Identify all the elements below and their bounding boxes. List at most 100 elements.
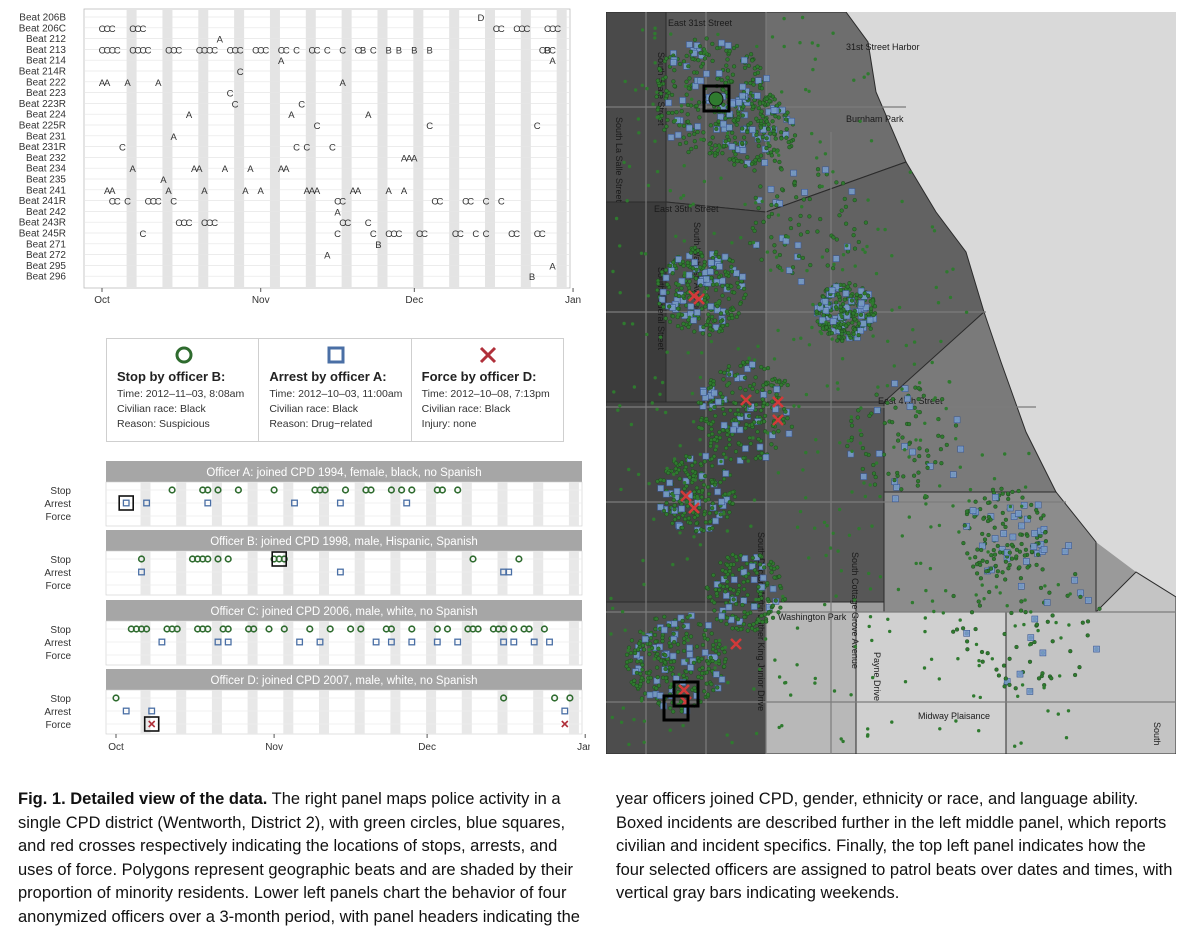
stop-point: [780, 187, 785, 192]
stop-point: [1028, 643, 1032, 647]
stop-point: [798, 213, 803, 218]
stop-point: [728, 562, 734, 567]
weekend-bar: [390, 690, 401, 734]
officer-assignment-mark: C: [227, 89, 234, 100]
stop-point: [1003, 676, 1008, 681]
stop-point: [881, 452, 887, 457]
weekend-bar: [568, 621, 579, 665]
officer-assignment-mark: C: [104, 45, 111, 56]
stop-point: [664, 124, 669, 129]
stop-point: [681, 723, 685, 728]
stop-point: [753, 456, 758, 461]
stop-point: [787, 145, 792, 150]
stop-point: [1040, 671, 1045, 676]
stop-point: [1049, 676, 1054, 681]
stop-point: [734, 43, 740, 49]
stop-point: [882, 421, 887, 426]
stop-point: [981, 516, 986, 521]
stop-point: [653, 626, 658, 632]
stop-point: [847, 281, 852, 286]
officer-assignment-mark: C: [513, 229, 520, 240]
weekend-bar: [533, 621, 544, 665]
stop-point: [814, 438, 818, 442]
stop-point: [936, 301, 941, 305]
arrest-point: [739, 273, 746, 281]
stop-point: [922, 666, 927, 670]
stop-point: [751, 82, 756, 87]
weekend-bar: [319, 621, 329, 665]
officer-assignment-mark: C: [140, 229, 147, 240]
weekend-bar: [319, 482, 329, 526]
stop-point: [735, 280, 740, 286]
stop-point: [706, 312, 711, 317]
stop-point: [1007, 656, 1012, 661]
officer-assignment-mark: B: [427, 45, 433, 56]
stop-point: [727, 442, 732, 447]
legend-line: Injury: none: [421, 418, 477, 430]
stop-point: [808, 263, 813, 268]
stop-point: [689, 463, 695, 468]
stop-point: [948, 295, 953, 300]
force-point: [680, 490, 692, 502]
stop-marker: [347, 625, 355, 633]
stop-point: [696, 497, 700, 501]
stop-point: [685, 112, 690, 117]
officer-assignment-mark: A: [278, 164, 285, 175]
stop-point: [1058, 674, 1062, 678]
officer-assignment-mark: C: [365, 218, 372, 229]
arrest-point: [723, 592, 730, 599]
stop-point: [654, 665, 660, 670]
stop-point: [756, 437, 761, 442]
arrest-marker: [122, 707, 130, 715]
stop-point: [609, 632, 613, 636]
stop-point: [677, 61, 683, 67]
stop-point: [756, 206, 761, 211]
stop-point: [759, 613, 764, 618]
arrest-point: [1015, 510, 1022, 518]
stop-point: [699, 527, 704, 532]
stop-point: [923, 494, 927, 498]
arrest-point: [669, 652, 677, 660]
stop-point: [986, 500, 991, 505]
stop-point: [744, 574, 749, 579]
stop-point: [794, 195, 799, 200]
stop-point: [675, 649, 681, 654]
arrest-point: [842, 290, 850, 297]
stop-point: [662, 614, 667, 619]
weekend-bar: [211, 621, 222, 665]
arrest-point: [670, 59, 677, 66]
stop-point: [897, 305, 902, 310]
stop-point: [923, 616, 927, 620]
stop-point: [980, 558, 985, 563]
stop-point: [656, 683, 662, 688]
officer-assignment-mark: C: [314, 45, 321, 56]
stop-point: [733, 401, 738, 406]
stop-point: [870, 638, 874, 643]
officer-assignment-mark: A: [165, 186, 172, 197]
stop-point: [1023, 610, 1028, 615]
stop-point: [741, 360, 746, 365]
stop-point: [982, 537, 988, 542]
legend-title: Stop by officer B:: [117, 369, 226, 384]
stop-point: [736, 285, 741, 290]
stop-point: [744, 422, 749, 427]
stop-point: [899, 487, 904, 492]
stop-point: [754, 402, 759, 407]
stop-point: [765, 597, 770, 602]
stop-point: [656, 701, 661, 706]
stop-point: [740, 113, 745, 118]
stop-point: [640, 667, 645, 672]
stop-point: [783, 117, 789, 122]
stop-point: [841, 739, 845, 744]
stop-point: [1029, 549, 1034, 554]
stop-point: [685, 260, 690, 265]
stop-point: [849, 438, 854, 443]
stop-point: [692, 37, 697, 42]
stop-point: [766, 127, 771, 132]
arrest-marker: [214, 638, 222, 646]
stop-point: [708, 594, 713, 599]
stop-point: [707, 151, 712, 156]
arrest-point: [832, 255, 840, 262]
stop-point: [721, 377, 726, 382]
stop-point: [715, 304, 720, 309]
